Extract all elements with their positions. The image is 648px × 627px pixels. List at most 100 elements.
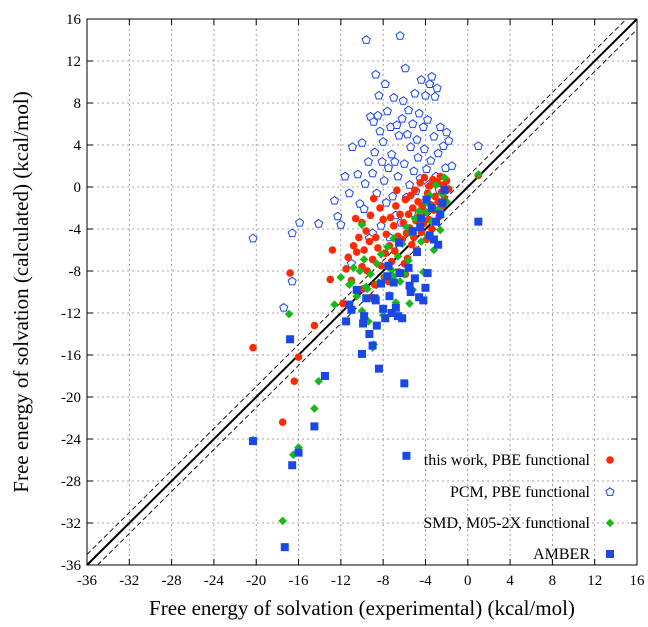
y-tick-label: -24 (61, 432, 81, 448)
data-point-square (249, 437, 258, 446)
data-point-diamond (352, 291, 362, 301)
y-tick-label: -20 (61, 390, 81, 406)
data-point-square (425, 231, 434, 240)
data-point-pentagon (393, 171, 403, 181)
data-point-circle (416, 179, 424, 187)
data-point-pentagon (422, 114, 433, 124)
x-tick-label: 4 (506, 573, 514, 589)
data-point-diamond (433, 204, 443, 214)
y-tick-label: 4 (74, 138, 82, 154)
data-point-circle (362, 227, 371, 235)
data-point-circle (368, 255, 377, 264)
legend-label: AMBER (533, 546, 590, 563)
data-point-pentagon (336, 219, 346, 229)
data-point-pentagon (314, 218, 324, 228)
data-point-circle (339, 299, 347, 308)
data-point-circle (366, 211, 375, 220)
data-point-square (371, 296, 380, 305)
data-point-pentagon (435, 122, 445, 132)
data-point-square (384, 261, 393, 270)
y-tick-label: -36 (61, 558, 81, 574)
data-point-diamond (366, 269, 375, 279)
data-point-circle (420, 173, 429, 182)
data-point-square (372, 321, 381, 330)
data-point-square (402, 451, 411, 460)
data-point-square (377, 279, 386, 288)
data-point-pentagon (353, 169, 363, 179)
y-tick-label: -12 (61, 306, 81, 322)
data-point-pentagon (361, 35, 371, 44)
data-point-diamond (414, 206, 424, 216)
data-point-square (286, 335, 295, 344)
data-point-diamond (383, 242, 392, 252)
data-point-diamond (389, 234, 399, 243)
data-points (248, 30, 483, 552)
data-point-square (417, 214, 426, 223)
x-tick-label: 0 (464, 573, 472, 589)
data-point-circle (344, 253, 353, 262)
data-point-diamond (364, 317, 373, 326)
data-point-pentagon (390, 156, 400, 166)
data-point-pentagon (347, 142, 358, 151)
data-point-pentagon (398, 96, 408, 105)
data-point-pentagon (389, 92, 399, 102)
data-point-square (423, 269, 432, 278)
data-point-square (347, 305, 356, 314)
data-point-circle (310, 321, 319, 330)
data-point-pentagon (381, 197, 391, 207)
data-point-square (436, 210, 445, 219)
data-point-square (288, 461, 297, 470)
data-point-square (320, 372, 329, 380)
x-tick-label: -16 (289, 573, 309, 589)
data-point-circle (396, 210, 404, 219)
data-point-circle (407, 240, 416, 249)
data-point-diamond (429, 245, 439, 255)
data-point-square (406, 288, 415, 296)
data-point-diamond (389, 271, 399, 281)
data-point-square (385, 292, 394, 301)
data-point-square (381, 314, 390, 323)
data-point-square (413, 248, 421, 257)
data-point-pentagon (399, 159, 409, 168)
data-point-square (429, 235, 438, 244)
data-point-pentagon (416, 75, 426, 84)
y-tick-label: -32 (61, 516, 81, 532)
data-point-circle (406, 191, 415, 200)
data-point-square (280, 543, 289, 552)
data-point-circle (411, 186, 419, 194)
data-point-diamond (395, 277, 405, 286)
data-point-square (400, 379, 409, 388)
data-point-diamond (284, 309, 294, 319)
data-point-pentagon (408, 119, 418, 128)
data-point-pentagon (447, 161, 457, 170)
data-point-diamond (362, 284, 372, 294)
data-point-square (310, 422, 319, 431)
data-point-diamond (410, 214, 420, 223)
data-point-square (359, 319, 368, 328)
data-point-diamond (357, 306, 367, 316)
data-point-pentagon (392, 120, 402, 129)
data-point-diamond (425, 191, 434, 200)
data-point-square (383, 272, 392, 281)
data-point-pentagon (380, 79, 390, 88)
data-point-pentagon (363, 156, 373, 166)
data-point-square (395, 238, 404, 247)
data-point-circle (425, 182, 434, 190)
data-point-square (404, 263, 413, 272)
data-point-square (362, 294, 371, 303)
data-point-pentagon (329, 195, 340, 205)
data-point-square (422, 195, 431, 204)
data-point-diamond (416, 237, 426, 246)
data-point-circle (290, 377, 299, 386)
data-point-pentagon (403, 105, 414, 115)
data-point-square (345, 300, 354, 309)
legend-marker-pentagon (605, 487, 615, 496)
data-point-diamond (404, 256, 413, 265)
y-tick-label: 12 (66, 54, 81, 70)
data-point-pentagon (383, 163, 394, 172)
data-point-pentagon (420, 90, 431, 100)
data-point-diamond (349, 263, 358, 273)
data-point-square (432, 217, 441, 226)
data-point-circle (376, 204, 384, 212)
